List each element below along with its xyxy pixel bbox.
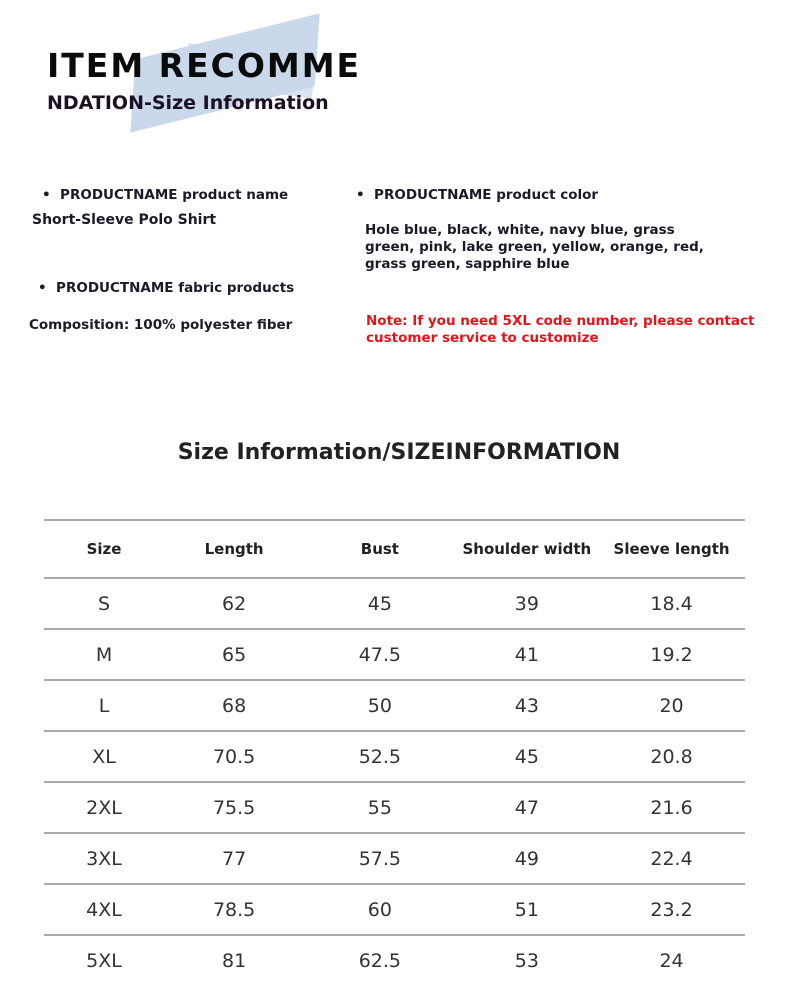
column-header: Size — [44, 519, 165, 579]
table-cell: 60 — [304, 884, 456, 936]
table-cell: 22.4 — [598, 833, 745, 885]
table-cell: 47 — [455, 782, 599, 834]
table-cell: 45 — [455, 731, 599, 783]
table-cell: 19.2 — [598, 629, 745, 681]
table-row: 3XL 77 57.5 49 22.4 — [44, 833, 745, 885]
table-cell: 78.5 — [164, 884, 305, 936]
table-cell: 21.6 — [598, 782, 745, 834]
table-row: 2XL 75.5 55 47 21.6 — [44, 782, 745, 834]
table-cell: 62 — [164, 578, 305, 630]
bullet: • — [38, 280, 47, 296]
label-text: PRODUCTNAME product name — [60, 187, 289, 203]
table-cell: XL — [44, 731, 165, 783]
product-color-value: Hole blue, black, white, navy blue, gras… — [365, 222, 704, 273]
table-cell: 52.5 — [304, 731, 456, 783]
note-line: customer service to customize — [366, 330, 599, 346]
table-row: 4XL 78.5 60 51 23.2 — [44, 884, 745, 936]
fabric-value: Composition: 100% polyester fiber — [29, 317, 293, 333]
page-subtitle: NDATION-Size Information — [47, 92, 329, 114]
color-line: green, pink, lake green, yellow, orange,… — [365, 239, 704, 255]
product-name-label: • PRODUCTNAME product name — [42, 187, 288, 203]
table-cell: 3XL — [44, 833, 165, 885]
table-cell: 45 — [304, 578, 456, 630]
table-cell: 70.5 — [164, 731, 305, 783]
label-text: PRODUCTNAME product color — [374, 187, 599, 203]
table-cell: 51 — [455, 884, 599, 936]
table-cell: 4XL — [44, 884, 165, 936]
column-header: Sleeve length — [598, 519, 745, 579]
product-name-value: Short-Sleeve Polo Shirt — [32, 212, 217, 228]
table-cell: 23.2 — [598, 884, 745, 936]
size-section-title: Size Information/SIZEINFORMATION — [177, 440, 621, 465]
table-cell: 65 — [164, 629, 305, 681]
table-cell: 18.4 — [598, 578, 745, 630]
table-cell: 50 — [304, 680, 456, 732]
table-row: S 62 45 39 18.4 — [44, 578, 745, 630]
column-header: Length — [164, 519, 305, 579]
fabric-label: • PRODUCTNAME fabric products — [38, 280, 294, 296]
table-cell: 41 — [455, 629, 599, 681]
table-cell: 68 — [164, 680, 305, 732]
bullet: • — [356, 187, 365, 203]
column-header: Bust — [304, 519, 456, 579]
color-line: grass green, sapphire blue — [365, 256, 570, 272]
table-row: 5XL 81 62.5 53 24 — [44, 935, 745, 985]
column-header: Shoulder width — [455, 519, 599, 579]
table-cell: 39 — [455, 578, 599, 630]
label-text: PRODUCTNAME fabric products — [56, 280, 295, 296]
size-table: Size Length Bust Shoulder width Sleeve lengt… — [44, 519, 745, 985]
color-line: Hole blue, black, white, navy blue, gras… — [365, 222, 675, 238]
table-cell: 77 — [164, 833, 305, 885]
table-cell: 43 — [455, 680, 599, 732]
table-cell: S — [44, 578, 165, 630]
table-row: XL 70.5 52.5 45 20.8 — [44, 731, 745, 783]
table-cell: L — [44, 680, 165, 732]
table-row: M 65 47.5 41 19.2 — [44, 629, 745, 681]
table-cell: 55 — [304, 782, 456, 834]
table-cell: 49 — [455, 833, 599, 885]
table-cell: 53 — [514, 949, 539, 972]
table-cell: 47.5 — [304, 629, 456, 681]
note-line: Note: If you need 5XL code number, pleas… — [366, 313, 755, 329]
table-cell: 5XL — [86, 949, 122, 972]
table-cell: 81 — [222, 949, 247, 972]
table-cell: 62.5 — [358, 949, 402, 972]
bullet: • — [42, 187, 51, 203]
customization-note: Note: If you need 5XL code number, pleas… — [366, 313, 754, 347]
table-row: L 68 50 43 20 — [44, 680, 745, 732]
table-cell: 20 — [598, 680, 745, 732]
page-title: ITEM RECOMME — [47, 46, 362, 85]
table-cell: 20.8 — [598, 731, 745, 783]
table-cell: 2XL — [44, 782, 165, 834]
table-cell: 75.5 — [164, 782, 305, 834]
table-cell: M — [44, 629, 165, 681]
product-color-label: • PRODUCTNAME product color — [356, 187, 598, 203]
table-cell: 57.5 — [304, 833, 456, 885]
table-cell: 24 — [659, 949, 684, 972]
